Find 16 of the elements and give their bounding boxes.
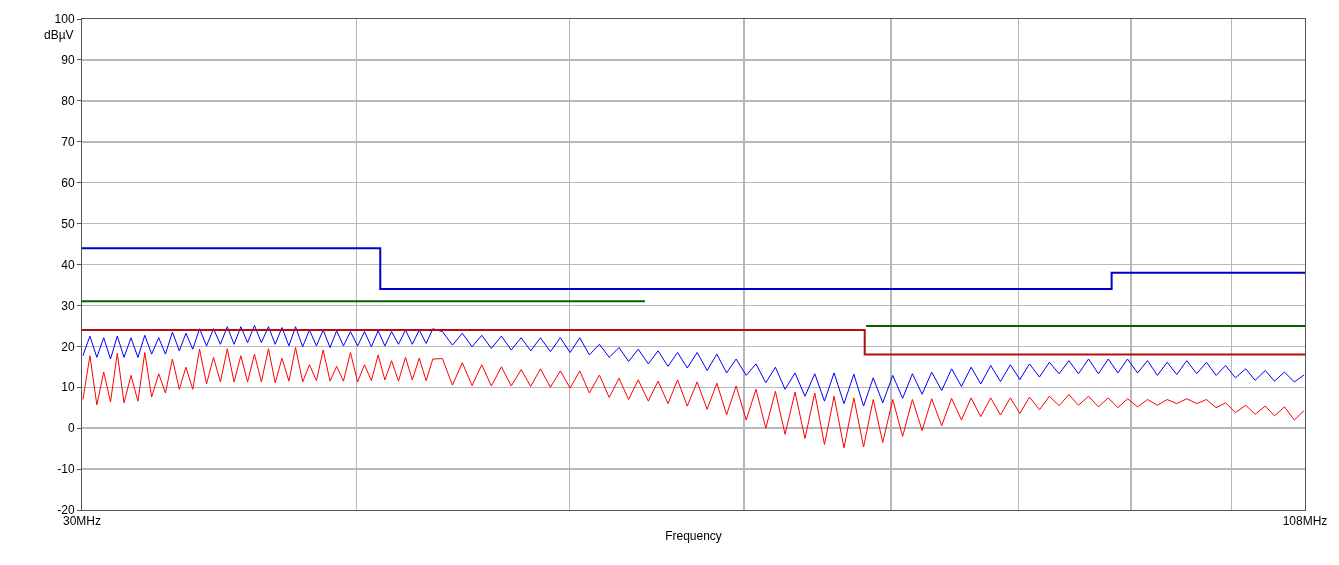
y-tick-label: 100 xyxy=(54,12,75,27)
x-axis-title: Frequency xyxy=(665,529,722,544)
y-tick-label: 90 xyxy=(61,53,75,68)
y-tick-label: 0 xyxy=(67,421,75,436)
y-tick-label: 70 xyxy=(61,134,75,149)
y-tick-label: 80 xyxy=(61,94,75,109)
x-tick-label: 30MHz xyxy=(62,514,102,529)
y-tick-label: 40 xyxy=(61,257,75,272)
y-tick-label: 50 xyxy=(61,216,75,231)
y-tick-label: 10 xyxy=(61,380,75,395)
x-tick-label: 108MHz xyxy=(1282,514,1328,529)
y-tick-label: 60 xyxy=(61,175,75,190)
y-axis-title: dBµV xyxy=(44,28,74,42)
y-tick-label: -10 xyxy=(57,462,75,477)
y-tick-label: 20 xyxy=(61,339,75,354)
y-tick-label: 30 xyxy=(61,298,75,313)
